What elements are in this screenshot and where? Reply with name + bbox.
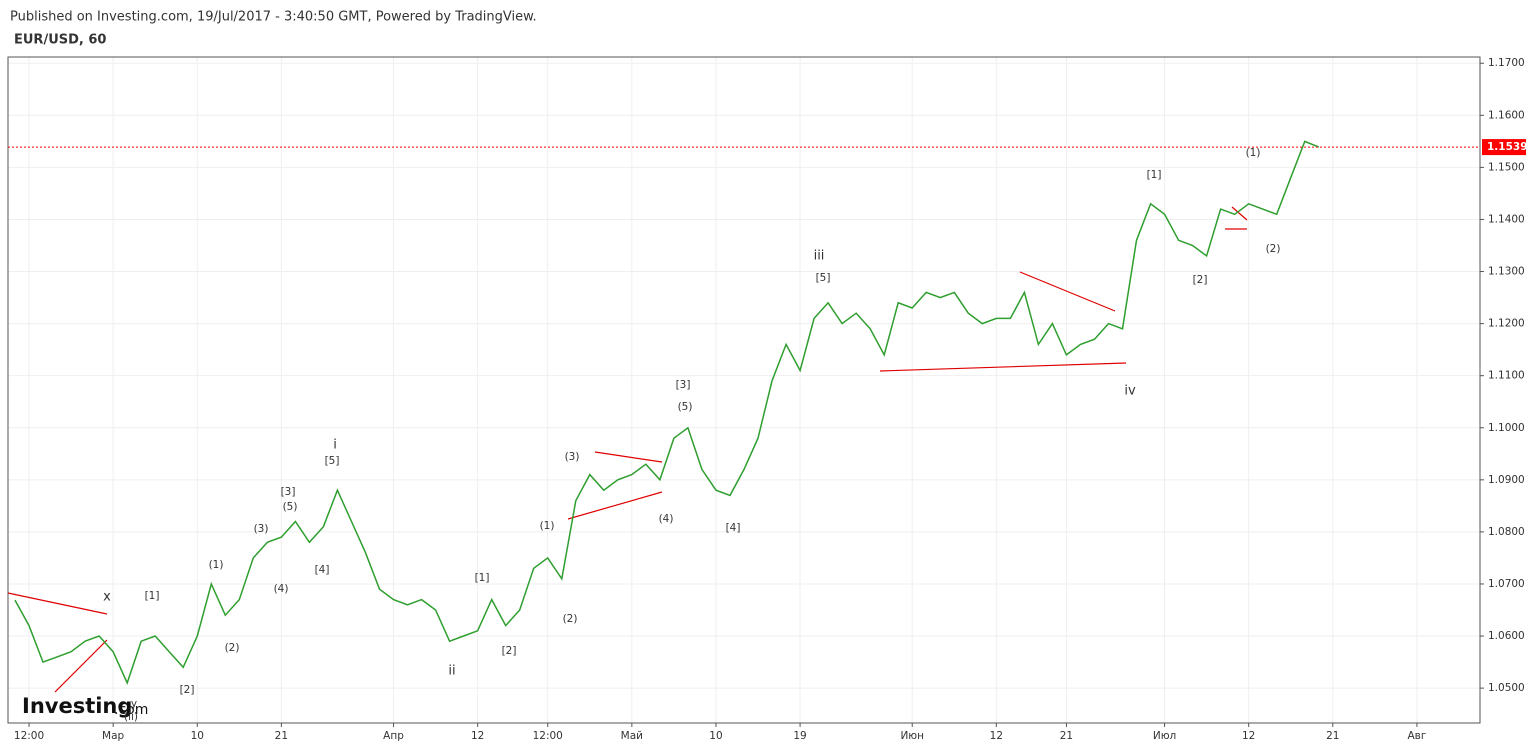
wave-label: (ii) bbox=[124, 711, 138, 723]
wave-label: [5] bbox=[325, 455, 340, 467]
wave-label: (3) bbox=[254, 523, 269, 535]
wave-label: x bbox=[103, 590, 111, 605]
wave-label: iii bbox=[814, 249, 825, 264]
x-tick-label: Апр bbox=[383, 730, 404, 742]
wave-label: (4) bbox=[659, 513, 674, 525]
wave-label: [3] bbox=[676, 379, 691, 391]
wave-label: (3) bbox=[565, 451, 580, 463]
trendlines bbox=[7, 206, 1248, 693]
y-tick-label: 1.0700 bbox=[1488, 578, 1525, 590]
wave-label: (1) bbox=[1246, 147, 1261, 159]
x-tick-label: Июн bbox=[900, 730, 924, 742]
wave-label: [1] bbox=[145, 590, 160, 602]
y-tick-label: 1.1000 bbox=[1488, 422, 1525, 434]
wave-label: (2) bbox=[225, 642, 240, 654]
x-tick-label: 12 bbox=[990, 730, 1003, 742]
y-tick-label: 1.1500 bbox=[1488, 161, 1525, 173]
x-tick-label: Май bbox=[621, 730, 643, 742]
x-tick-label: 10 bbox=[191, 730, 204, 742]
logo-suffix: .com bbox=[114, 702, 148, 718]
trendline bbox=[594, 451, 663, 463]
x-tick-label: 12 bbox=[471, 730, 484, 742]
symbol: EUR/USD, 60 bbox=[14, 33, 106, 48]
y-tick-label: 1.1700 bbox=[1488, 57, 1525, 69]
plot-frame bbox=[7, 56, 1481, 724]
grid bbox=[8, 57, 1480, 723]
x-tick-label: Мар bbox=[102, 730, 124, 742]
trendline bbox=[567, 491, 663, 520]
logo: Investing bbox=[22, 694, 132, 718]
y-tick-label: 1.1100 bbox=[1488, 370, 1525, 382]
wave-label: [4] bbox=[726, 522, 741, 534]
last-price-box bbox=[1482, 139, 1526, 156]
y-tick-label: 1.1200 bbox=[1488, 318, 1525, 330]
wave-label: (2) bbox=[1266, 243, 1281, 255]
x-tick-label: 21 bbox=[1060, 730, 1073, 742]
trendline bbox=[1019, 271, 1116, 312]
wave-label: (5) bbox=[283, 501, 298, 513]
last-price-label: 1.1539 bbox=[1487, 141, 1528, 153]
wave-label: [2] bbox=[502, 645, 517, 657]
wave-label: [2] bbox=[180, 684, 195, 696]
trendline bbox=[879, 362, 1127, 372]
wave-label: (5) bbox=[678, 401, 693, 413]
wave-label: [3] bbox=[281, 486, 296, 498]
wave-label: (2) bbox=[563, 613, 578, 625]
wave-label: [5] bbox=[816, 272, 831, 284]
wave-label: y bbox=[131, 698, 137, 710]
wave-label: (1) bbox=[209, 559, 224, 571]
x-tick-label: Авг bbox=[1407, 730, 1426, 742]
y-tick-label: 1.1400 bbox=[1488, 213, 1525, 225]
wave-label: i bbox=[333, 438, 337, 453]
x-tick-label: 21 bbox=[1326, 730, 1339, 742]
wave-label: [4] bbox=[315, 564, 330, 576]
y-tick-label: 1.0600 bbox=[1488, 630, 1525, 642]
trendline bbox=[1231, 206, 1248, 221]
wave-label: ii bbox=[448, 664, 455, 679]
y-tick-label: 1.1300 bbox=[1488, 266, 1525, 278]
trendline bbox=[54, 639, 108, 693]
y-tick-label: 1.1600 bbox=[1488, 109, 1525, 121]
x-tick-label: 12:00 bbox=[14, 730, 44, 742]
wave-label: [1] bbox=[475, 572, 490, 584]
y-tick-label: 1.0900 bbox=[1488, 474, 1525, 486]
wave-label: (4) bbox=[274, 583, 289, 595]
y-tick-label: 1.0500 bbox=[1488, 682, 1525, 694]
wave-label: iv bbox=[1124, 384, 1136, 399]
wave-label: (1) bbox=[540, 520, 555, 532]
published-note: Published on Investing.com, 19/Jul/2017 … bbox=[10, 10, 537, 25]
x-tick-label: 21 bbox=[275, 730, 288, 742]
x-tick-label: 12:00 bbox=[533, 730, 563, 742]
x-tick-label: 12 bbox=[1242, 730, 1255, 742]
y-tick-label: 1.0800 bbox=[1488, 526, 1525, 538]
wave-label: [2] bbox=[1193, 274, 1208, 286]
x-tick-label: Июл bbox=[1153, 730, 1176, 742]
trendline bbox=[7, 592, 108, 615]
wave-label: [1] bbox=[1147, 169, 1162, 181]
price-line bbox=[14, 140, 1320, 685]
x-tick-label: 10 bbox=[709, 730, 722, 742]
x-tick-label: 19 bbox=[793, 730, 806, 742]
